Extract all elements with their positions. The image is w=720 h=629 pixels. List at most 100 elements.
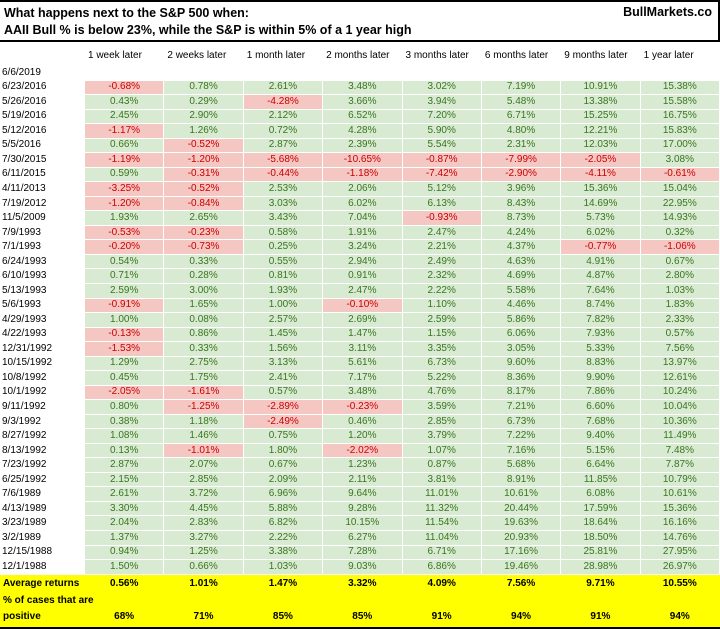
percent-positive-label-row: % of cases that are xyxy=(0,593,720,609)
date-cell: 10/15/1992 xyxy=(0,356,85,372)
return-cell: 5.58% xyxy=(481,283,562,299)
return-cell: 3.27% xyxy=(164,531,244,546)
table-row: 5/13/1993 2.59% 3.00% 1.93% 2.47% 2.22% 5.58% 7… xyxy=(0,283,720,299)
table-row: 12/15/1988 0.94% 1.25% 3.38% 7.28% 6.71% 17.16… xyxy=(0,545,720,561)
return-cell: -2.90% xyxy=(481,167,562,183)
return-cell: 2.65% xyxy=(164,211,244,226)
return-cell: 2.22% xyxy=(243,531,324,546)
return-cell: -2.05% xyxy=(85,385,165,401)
return-cell: 1.00% xyxy=(243,298,324,314)
return-cell: 2.33% xyxy=(640,313,720,328)
return-cell: 8.83% xyxy=(561,356,641,372)
return-cell: 2.12% xyxy=(243,109,324,125)
return-cell: 2.07% xyxy=(164,458,244,473)
return-cell: 15.58% xyxy=(640,95,720,110)
table-row: 5/6/1993 -0.91% 1.65% 1.00% -0.10% 1.10% 4.46%… xyxy=(0,298,720,314)
return-cell: 4.28% xyxy=(323,124,403,139)
return-cell: 2.15% xyxy=(85,472,165,488)
return-cell: 2.41% xyxy=(243,371,324,386)
return-cell: 3.72% xyxy=(164,487,244,502)
return-cell: -5.68% xyxy=(243,153,324,168)
return-cell: 3.35% xyxy=(402,342,482,357)
table-row: 7/9/1993 -0.53% -0.23% 0.58% 1.91% 2.47% 4.24%… xyxy=(0,225,720,241)
return-cell: 0.72% xyxy=(243,124,324,139)
return-cell: 6.82% xyxy=(243,516,324,531)
table-row: 4/11/2013 -3.25% -0.52% 2.53% 2.06% 5.12% 3.96… xyxy=(0,182,720,197)
table-row: 9/11/1992 0.80% -1.25% -2.89% -0.23% 3.59% 7.2… xyxy=(0,400,720,415)
return-cell: 4.91% xyxy=(561,254,641,270)
return-cell: 7.56% xyxy=(640,342,720,357)
return-cell: 2.11% xyxy=(323,472,403,488)
average-returns-row-value: 4.09% xyxy=(402,574,482,594)
return-cell: 3.66% xyxy=(323,95,403,110)
return-cell: 2.69% xyxy=(323,313,403,328)
return-cell: 3.11% xyxy=(323,342,403,357)
return-cell: 5.88% xyxy=(243,501,324,517)
title-block: What happens next to the S&P 500 when: A… xyxy=(0,0,720,42)
percent-positive-label-row-value xyxy=(481,593,562,609)
date-cell: 12/15/1988 xyxy=(0,545,85,561)
return-cell: 1.07% xyxy=(402,443,482,459)
return-cell: 6.86% xyxy=(402,560,482,575)
return-cell: -0.91% xyxy=(85,298,165,314)
table-row: 10/15/1992 1.29% 2.75% 3.13% 5.61% 6.73% 9.60%… xyxy=(0,356,720,372)
percent-positive-label-row-label: % of cases that are xyxy=(0,593,94,609)
return-cell: 2.59% xyxy=(85,283,165,299)
return-cell: 2.94% xyxy=(323,254,403,270)
return-cell: 17.16% xyxy=(481,545,562,561)
return-cell: 2.61% xyxy=(85,487,165,502)
return-cell: 28.98% xyxy=(561,560,641,575)
date-cell: 7/9/1993 xyxy=(0,225,85,241)
table-row: 7/23/1992 2.87% 2.07% 0.67% 1.23% 0.87% 5.68% 6… xyxy=(0,458,720,473)
return-cell: 3.02% xyxy=(402,80,482,96)
return-cell: 2.04% xyxy=(85,516,165,531)
return-cell: 10.24% xyxy=(640,385,720,401)
return-cell: 17.59% xyxy=(561,501,641,517)
table-row: 5/19/2016 2.45% 2.90% 2.12% 6.52% 7.20% 6.71% 1… xyxy=(0,109,720,125)
return-cell: 7.64% xyxy=(561,283,641,299)
return-cell: 0.91% xyxy=(323,269,403,284)
return-cell: 18.64% xyxy=(561,516,641,531)
return-cell: 25.81% xyxy=(561,545,641,561)
return-cell: 1.80% xyxy=(243,443,324,459)
return-cell: 15.36% xyxy=(561,182,641,197)
date-cell: 9/3/1992 xyxy=(0,414,85,430)
return-cell: 0.33% xyxy=(164,342,244,357)
return-cell: 0.08% xyxy=(164,313,244,328)
return-cell: 2.22% xyxy=(402,283,482,299)
title-line-1: What happens next to the S&P 500 when: xyxy=(4,6,249,20)
date-cell: 4/13/1989 xyxy=(0,501,85,517)
percent-positive-values-row-value: 94% xyxy=(481,608,562,627)
return-cell: 6.71% xyxy=(402,545,482,561)
return-cell: 6.73% xyxy=(481,414,562,430)
return-cell: -0.61% xyxy=(640,167,720,183)
return-cell: 1.56% xyxy=(243,342,324,357)
average-returns-row-value: 9.71% xyxy=(561,574,641,594)
date-cell: 4/29/1993 xyxy=(0,313,85,328)
return-cell: 3.08% xyxy=(640,153,720,168)
summary-footer: Average returns 0.56% 1.01% 1.47% 3.32% 4.09%… xyxy=(0,574,720,629)
return-cell: 22.95% xyxy=(640,196,720,212)
date-cell: 7/1/1993 xyxy=(0,240,85,255)
return-cell: 1.47% xyxy=(323,327,403,343)
return-cell: 6.02% xyxy=(323,196,403,212)
return-cell: 10.61% xyxy=(481,487,562,502)
return-cell: 2.87% xyxy=(85,458,165,473)
percent-positive-label-row-value xyxy=(243,593,324,609)
table-row: 11/5/2009 1.93% 2.65% 3.43% 7.04% -0.93% 8.73%… xyxy=(0,211,720,226)
column-header-cell: 2 weeks later xyxy=(164,42,244,66)
return-cell: 0.33% xyxy=(164,254,244,270)
date-cell: 6/24/1993 xyxy=(0,254,85,270)
return-cell: 0.55% xyxy=(243,254,324,270)
percent-positive-values-row-value: 94% xyxy=(640,608,720,627)
average-returns-row-value: 1.01% xyxy=(164,574,244,594)
return-cell: -0.20% xyxy=(85,240,165,255)
return-cell: 1.50% xyxy=(85,560,165,575)
return-cell: 3.94% xyxy=(402,95,482,110)
average-returns-row-value: 7.56% xyxy=(481,574,562,594)
return-cell: -2.02% xyxy=(323,443,403,459)
return-cell: 7.87% xyxy=(640,458,720,473)
date-cell: 7/23/1992 xyxy=(0,458,85,473)
return-cell: 6.08% xyxy=(561,487,641,502)
return-cell: 6.27% xyxy=(323,531,403,546)
